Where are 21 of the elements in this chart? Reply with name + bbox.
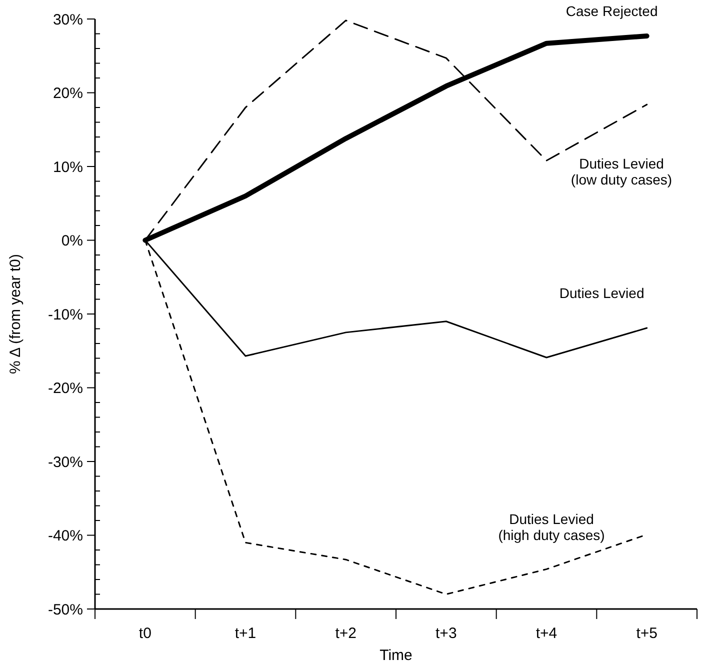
x-tick-label: t+3 — [436, 625, 457, 642]
x-tick-label: t+4 — [536, 625, 558, 642]
x-tick-label: t+2 — [335, 625, 356, 642]
y-tick-label: 30% — [52, 11, 83, 28]
series-label: Case Rejected — [566, 2, 658, 19]
series-label: Duties Levied (low duty cases) — [570, 156, 672, 188]
series-label: Duties Levied (high duty cases) — [498, 511, 605, 544]
x-tick-label: t+5 — [636, 625, 658, 642]
y-tick-label: -30% — [48, 454, 83, 471]
x-tick-label: t+1 — [234, 625, 256, 642]
y-tick-label: 20% — [52, 85, 83, 102]
x-tick-label: t0 — [138, 625, 152, 642]
y-tick-label: 0% — [61, 232, 83, 250]
series-label: Duties Levied — [559, 285, 644, 302]
y-tick-label: -40% — [48, 528, 83, 544]
y-axis-title: % Δ (from year t0) — [7, 254, 24, 374]
y-tick-label: -50% — [48, 601, 83, 618]
y-tick-label: -10% — [48, 306, 83, 324]
y-tick-label: 10% — [52, 158, 83, 176]
y-tick-label: -20% — [48, 380, 83, 397]
x-axis-title: Time — [380, 647, 412, 664]
